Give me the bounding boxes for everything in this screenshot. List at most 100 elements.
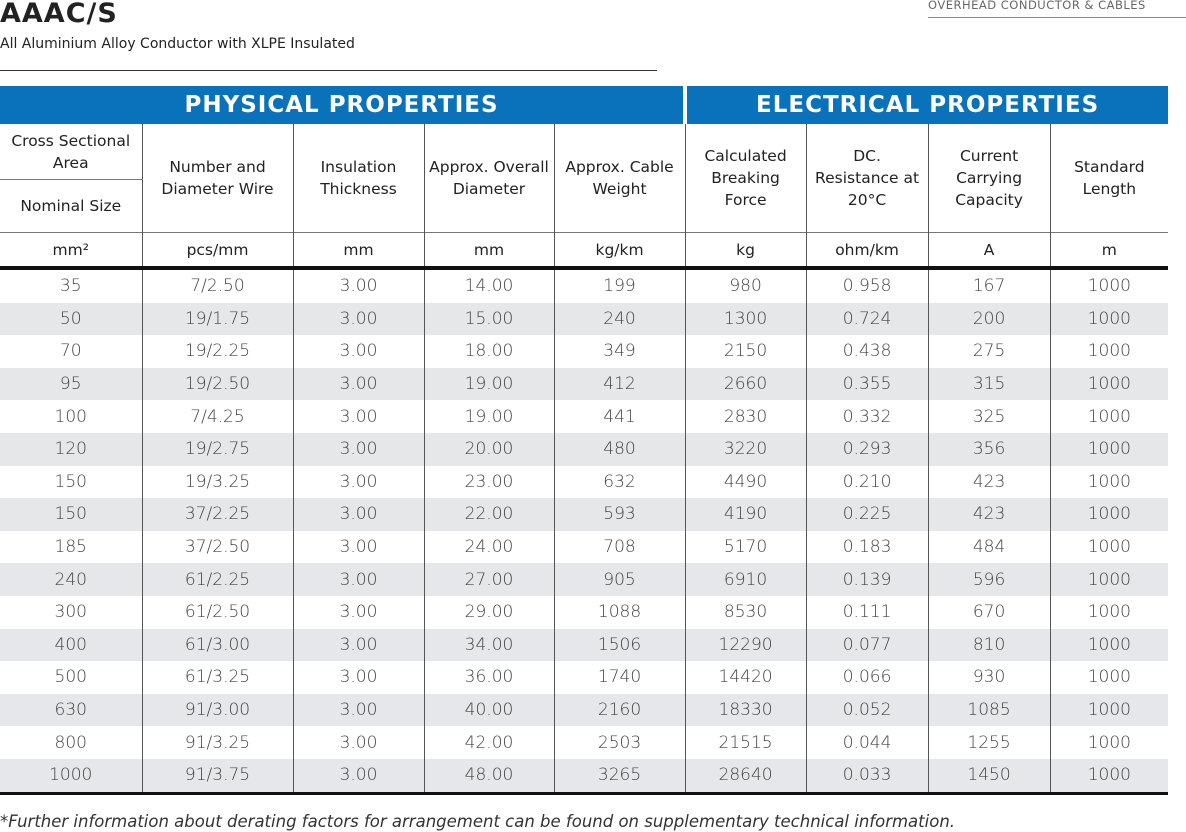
cell: 810 (927, 628, 1051, 662)
unit: mm (423, 232, 554, 270)
data-row: 50 19/1.75 3.00 15.00 240 1300 0.724 200 1000 (0, 302, 1169, 336)
cell: 400 (0, 628, 142, 662)
cell: 240 (553, 302, 686, 336)
cell: 930 (927, 661, 1051, 694)
cell: 1000 (1049, 628, 1169, 662)
cell: 7/4.25 (141, 400, 293, 433)
cell: 7/2.50 (141, 268, 293, 303)
data-row: 400 61/3.00 3.00 34.00 1506 12290 0.077 810 1000 (0, 628, 1169, 662)
cell: 0.958 (805, 268, 929, 303)
cell: 500 (54, 667, 87, 688)
cell: 91/3.75 (141, 758, 293, 795)
cell: 980 (684, 268, 807, 303)
cell: 37/2.50 (141, 530, 293, 564)
column-header-row: Nominal Size (0, 180, 1168, 233)
cell: 185 (54, 537, 87, 558)
group-header: PHYSICAL PROPERTIES (0, 86, 686, 124)
subtitle: All Aluminium Alloy Conductor with XLPE … (0, 36, 355, 52)
cell: 150 (54, 471, 87, 492)
column-header: Standard Length (1049, 124, 1169, 233)
data-row: 300 61/2.50 3.00 29.00 1088 8530 0.111 670 1000 (0, 595, 1169, 629)
unit: mm (292, 232, 424, 270)
cell: 1000 (1049, 302, 1169, 336)
cell: 8530 (684, 595, 807, 629)
cell: 0.033 (805, 758, 929, 795)
cell: 40.00 (423, 693, 554, 727)
cell: 2503 (553, 726, 686, 759)
cell: 1000 (1049, 335, 1169, 368)
column-header: Current Carrying Capacity (927, 124, 1051, 233)
cell: 6910 (684, 563, 807, 596)
cell: 3.00 (292, 530, 424, 564)
cell: 18330 (684, 693, 807, 727)
cell: 1300 (684, 302, 807, 336)
cell: 1000 (1049, 432, 1169, 466)
cell: 120 (0, 432, 142, 466)
cell: 0.044 (805, 726, 929, 759)
cell: 14.00 (423, 268, 554, 303)
unit: mm² (0, 232, 142, 270)
cell: 12290 (684, 628, 807, 662)
cell: 200 (927, 302, 1051, 336)
cell: 0.052 (805, 693, 929, 727)
cell: 423 (927, 498, 1051, 531)
column-header: Nominal Size (20, 197, 122, 215)
cell: 3.00 (292, 400, 424, 433)
cell: 2160 (553, 693, 686, 727)
cell: 91/3.25 (141, 726, 293, 759)
cell: 0.066 (805, 661, 929, 694)
spec-table: PHYSICAL PROPERTIES ELECTRICAL PROPERTIES… (0, 86, 1169, 795)
cell: 24.00 (423, 530, 554, 564)
cell: 23.00 (423, 465, 554, 499)
cell: 1000 (1049, 465, 1169, 499)
data-row: 500 61/3.25 3.00 36.00 1740 14420 0.066 930 1000 (0, 661, 1169, 694)
cell: 2660 (684, 367, 807, 401)
cell: 630 (0, 693, 142, 727)
data-row: 185 37/2.50 3.00 24.00 708 5170 0.183 484 1000 (0, 530, 1169, 564)
cell: 596 (927, 563, 1051, 596)
cell: 0.210 (805, 465, 929, 499)
cell: 423 (927, 465, 1051, 499)
column-header: Calculated Breaking Force (684, 124, 807, 233)
cell: 199 (553, 268, 686, 303)
cell: 1506 (553, 628, 686, 662)
cell: 1000 (1049, 726, 1169, 759)
cell: 19/2.25 (141, 335, 293, 368)
cell: 0.111 (805, 595, 929, 629)
cell: 3.00 (292, 465, 424, 499)
cell: 1000 (1049, 367, 1169, 401)
cell: 3.00 (292, 302, 424, 336)
cell: 0.293 (805, 432, 929, 466)
cell: 19.00 (423, 367, 554, 401)
cell: 27.00 (423, 563, 554, 596)
cell: 3.00 (292, 367, 424, 401)
cell: 300 (54, 602, 87, 623)
cell: 670 (927, 595, 1051, 629)
cell: 3.00 (292, 498, 424, 531)
cell: 3.00 (292, 693, 424, 727)
cell: 3.00 (292, 758, 424, 795)
cell: 708 (553, 530, 686, 564)
data-row: 150 19/3.25 3.00 23.00 632 4490 0.210 423 1000 (0, 465, 1169, 499)
data-row: 630 91/3.00 3.00 40.00 2160 18330 0.052 1085 100… (0, 693, 1169, 727)
cell: 3.00 (292, 268, 424, 303)
cell: 48.00 (423, 758, 554, 795)
cell: 480 (553, 432, 686, 466)
cell: 20.00 (423, 432, 554, 466)
data-row: 1000 91/3.75 3.00 48.00 3265 28640 0.033 1450 10… (0, 758, 1169, 795)
cell: 167 (927, 268, 1051, 303)
unit: ohm/km (805, 232, 929, 270)
cell: 28640 (684, 758, 807, 795)
column-header: Number and Diameter Wire (141, 124, 293, 233)
cell: 0.438 (805, 335, 929, 368)
cell: 36.00 (423, 661, 554, 694)
cell: 34.00 (423, 628, 554, 662)
cell: 0.183 (805, 530, 929, 564)
cell: 356 (927, 432, 1051, 466)
cell: 3.00 (292, 661, 424, 694)
cell: 1740 (553, 661, 686, 694)
category: OVERHEAD CONDUCTOR & CABLES (928, 0, 1186, 18)
column-header: Approx. Cable Weight (553, 124, 686, 233)
cell: 70 (59, 341, 82, 362)
